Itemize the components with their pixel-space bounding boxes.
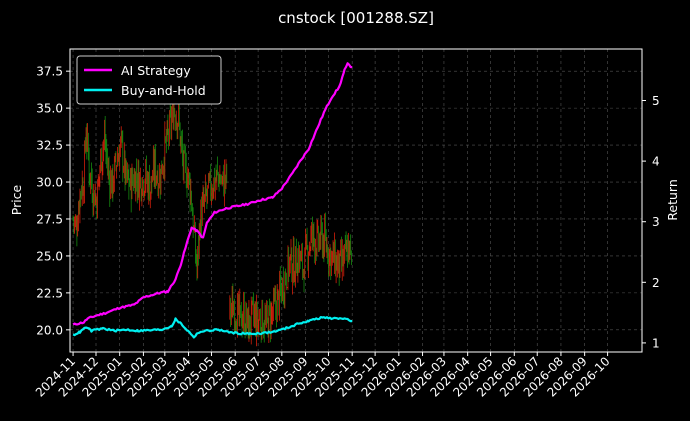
legend-box [76, 55, 222, 105]
y-left-tick-label: 30.0 [36, 176, 63, 190]
plot-frame [69, 48, 643, 353]
y-right-tick-label: 3 [652, 215, 660, 229]
legend: AI Strategy Buy-and-Hold [76, 55, 222, 105]
series-line-buy-and-hold [72, 316, 353, 339]
price-candles [72, 87, 352, 347]
legend-label-bh: Buy-and-Hold [121, 83, 206, 98]
y-left-tick-label: 27.5 [36, 212, 63, 226]
y-left-tick-label: 37.5 [36, 65, 63, 79]
y-axis-left-label: Price [9, 184, 24, 215]
y-left-tick-label: 32.5 [36, 139, 63, 153]
legend-label-ai: AI Strategy [121, 63, 191, 78]
y-left-tick-label: 25.0 [36, 249, 63, 263]
series-line-ai-strategy [72, 62, 353, 326]
y-right-tick-label: 4 [652, 155, 660, 169]
y-right-tick-label: 1 [652, 336, 660, 350]
y-axis-right-label: Return [665, 179, 680, 220]
y-right-tick-label: 5 [652, 94, 660, 108]
y-right-tick-label: 2 [652, 276, 660, 290]
y-left-tick-label: 20.0 [36, 323, 63, 337]
y-left-tick-label: 22.5 [36, 286, 63, 300]
chart-title: cnstock [001288.SZ] [278, 9, 434, 27]
return-lines [72, 62, 353, 339]
y-left-tick-label: 35.0 [36, 102, 63, 116]
